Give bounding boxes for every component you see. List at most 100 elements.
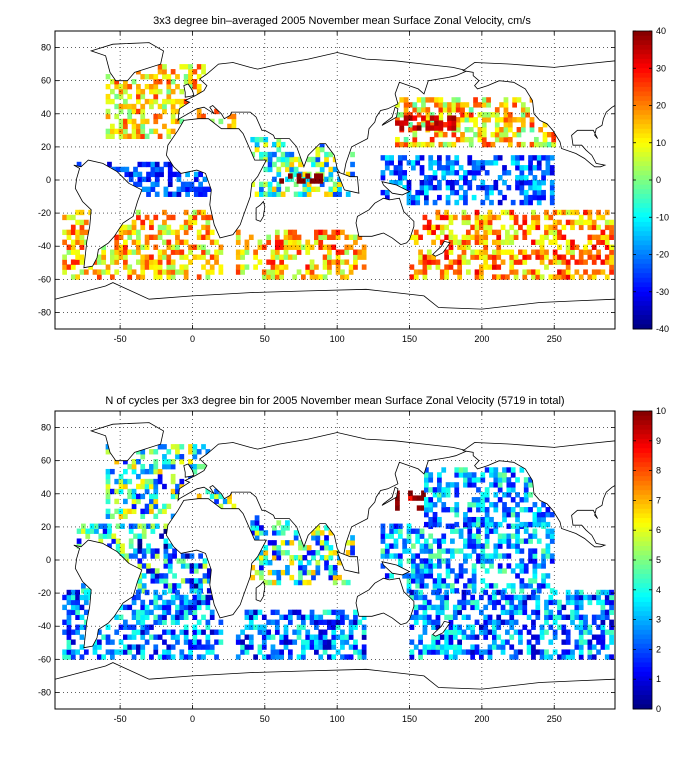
top-colorbar-band [633,124,652,130]
top-bin-cell [503,127,509,133]
bottom-bin-cell [62,654,67,660]
bottom-bin-cell [192,463,198,470]
bottom-bin-cell [454,588,460,594]
bottom-bin-cell [311,530,316,536]
bottom-bin-cell [141,588,147,594]
top-bin-cell [114,93,120,100]
top-bin-cell [403,112,409,118]
top-bin-cell [500,239,506,245]
top-bin-cell [231,118,237,125]
top-bin-cell [565,249,571,255]
top-bin-cell [259,136,264,143]
top-bin-cell [309,244,315,250]
bottom-bin-cell [419,548,425,554]
top-bin-cell [416,122,422,128]
top-bin-cell [270,249,276,255]
top-bin-cell [474,254,480,260]
top-bin-cell [185,191,190,197]
top-bin-cell [149,234,154,240]
bottom-bin-cell [471,497,477,503]
top-bin-cell [441,170,447,176]
top-bin-cell [454,199,460,206]
top-bin-cell [403,107,409,113]
top-bin-cell [509,259,515,265]
bottom-bin-cell [83,594,89,601]
top-bin-cell [272,176,277,183]
bottom-bin-cell [146,563,151,569]
top-bin-cell [549,199,555,206]
top-bin-cell [272,151,277,158]
top-bin-cell [528,199,533,206]
bottom-bin-cell [487,649,493,655]
top-bin-cell [150,171,156,178]
bottom-bin-cell [274,609,280,616]
bottom-bin-cell [465,599,471,606]
top-bin-cell [552,224,558,231]
bottom-bin-cell [144,614,150,620]
bottom-bin-cell [450,538,455,544]
bottom-bin-cell [426,614,432,620]
bottom-bin-cell [609,634,614,640]
bottom-bin-cell [340,634,345,640]
bottom-colorbar-band [633,639,652,645]
bottom-bin-cell [137,578,143,584]
bottom-bin-cell [166,654,172,660]
bottom-colorbar-band [633,625,652,631]
top-bin-cell [153,274,159,280]
bottom-bin-cell [493,492,499,498]
top-bin-cell [403,136,409,143]
bottom-colorbar-tick-label: 8 [656,466,661,476]
top-colorbar-band [633,249,652,255]
bottom-bin-cell [115,538,121,544]
bottom-bin-cell [406,548,412,554]
top-bin-cell [496,234,502,240]
bottom-bin-cell [101,634,107,640]
bottom-bin-cell [384,543,390,549]
bottom-bin-cell [445,492,451,498]
bottom-bin-cell [331,634,337,640]
top-landmass [177,52,469,180]
bottom-bin-cell [528,578,533,584]
top-colorbar-tick-label: 0 [656,175,661,185]
top-bin-cell [403,120,409,126]
bottom-bin-cell [452,644,458,650]
bottom-bin-cell [536,538,542,544]
top-bin-cell [201,254,206,260]
bottom-bin-cell [423,502,429,508]
bottom-bin-cell [118,473,124,480]
top-bin-cell [70,229,76,236]
bottom-bin-cell [478,609,484,616]
top-bin-cell [418,269,423,275]
top-bin-cell [509,239,515,245]
bottom-bin-cell [133,548,138,554]
bottom-bin-cell [528,492,533,498]
bottom-bin-cell [66,634,72,640]
bottom-bin-cell [105,624,111,630]
bottom-bin-cell [510,472,516,478]
top-bin-cell [591,244,597,250]
top-colorbar-band [633,82,652,88]
top-bin-cell [328,151,334,158]
top-bin-cell [159,171,164,178]
top-bin-cell [131,103,137,110]
top-bin-cell [201,69,206,75]
bottom-bin-cell [267,560,273,566]
top-bin-cell [196,234,202,240]
bottom-bin-cell [153,449,159,455]
top-bin-cell [423,189,429,196]
bottom-bin-cell [549,538,555,544]
bottom-bin-cell [209,493,215,500]
bottom-bin-cell [432,563,438,569]
top-bin-cell [348,244,354,250]
bottom-bin-cell [541,553,546,559]
top-bin-cell [179,88,185,95]
top-bin-cell [421,107,426,113]
top-bin-cell [131,79,137,85]
top-bin-cell [557,229,562,236]
bottom-bin-cell [450,553,455,559]
bottom-bin-cell [541,548,546,554]
top-bin-cell [429,115,435,121]
top-bin-cell [493,155,499,161]
bottom-bin-cell [180,563,186,569]
bottom-bin-cell [127,508,133,515]
